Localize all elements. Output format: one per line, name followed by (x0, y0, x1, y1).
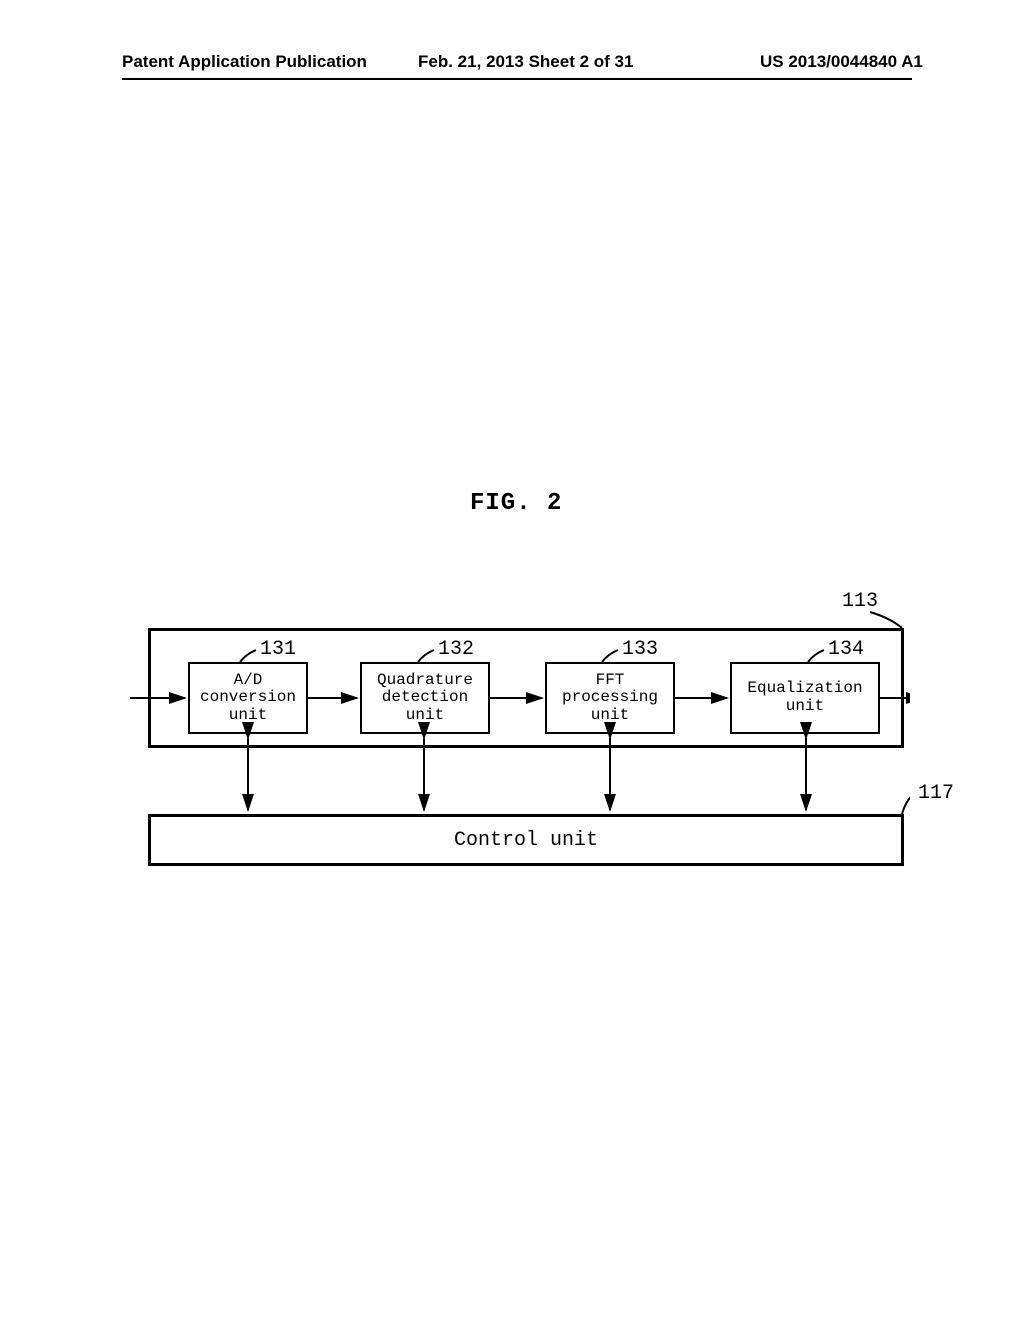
ref-134: 134 (828, 638, 864, 661)
ref-117: 117 (918, 782, 954, 805)
block-line: Equalization (732, 680, 878, 698)
block-line: processing (547, 689, 673, 707)
block-line: conversion (190, 689, 306, 707)
block-control-unit: Control unit (148, 814, 904, 866)
ref-113: 113 (842, 590, 878, 613)
page: Patent Application Publication Feb. 21, … (0, 0, 1024, 1320)
ref-133: 133 (622, 638, 658, 661)
header-left: Patent Application Publication (122, 52, 367, 72)
block-ad-conversion-unit: A/D conversion unit (188, 662, 308, 734)
block-line: detection (362, 689, 488, 707)
block-line: unit (547, 707, 673, 725)
ref-132: 132 (438, 638, 474, 661)
header-center: Feb. 21, 2013 Sheet 2 of 31 (418, 52, 633, 72)
block-line: Quadrature (362, 672, 488, 690)
block-line: unit (362, 707, 488, 725)
block-line: unit (190, 707, 306, 725)
ref-131: 131 (260, 638, 296, 661)
block-line: A/D (190, 672, 306, 690)
block-diagram: 113 131 132 133 134 A/D conversion unit … (130, 590, 910, 890)
block-line: FFT (547, 672, 673, 690)
block-line: unit (732, 698, 878, 716)
header-rule (122, 78, 912, 80)
block-equalization-unit: Equalization unit (730, 662, 880, 734)
block-quadrature-detection-unit: Quadrature detection unit (360, 662, 490, 734)
figure-label: FIG. 2 (470, 490, 562, 517)
block-fft-processing-unit: FFT processing unit (545, 662, 675, 734)
header-right: US 2013/0044840 A1 (760, 52, 923, 72)
control-label: Control unit (454, 829, 598, 852)
